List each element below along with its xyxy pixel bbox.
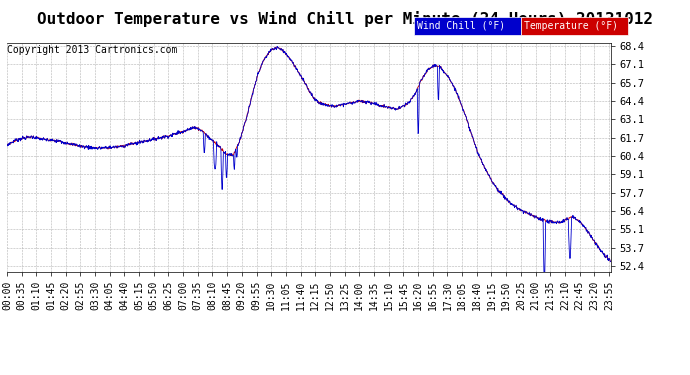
Text: Wind Chill (°F): Wind Chill (°F) [417, 21, 506, 31]
Text: Temperature (°F): Temperature (°F) [524, 21, 618, 31]
Text: Outdoor Temperature vs Wind Chill per Minute (24 Hours) 20131012: Outdoor Temperature vs Wind Chill per Mi… [37, 11, 653, 27]
Text: Copyright 2013 Cartronics.com: Copyright 2013 Cartronics.com [7, 45, 177, 55]
